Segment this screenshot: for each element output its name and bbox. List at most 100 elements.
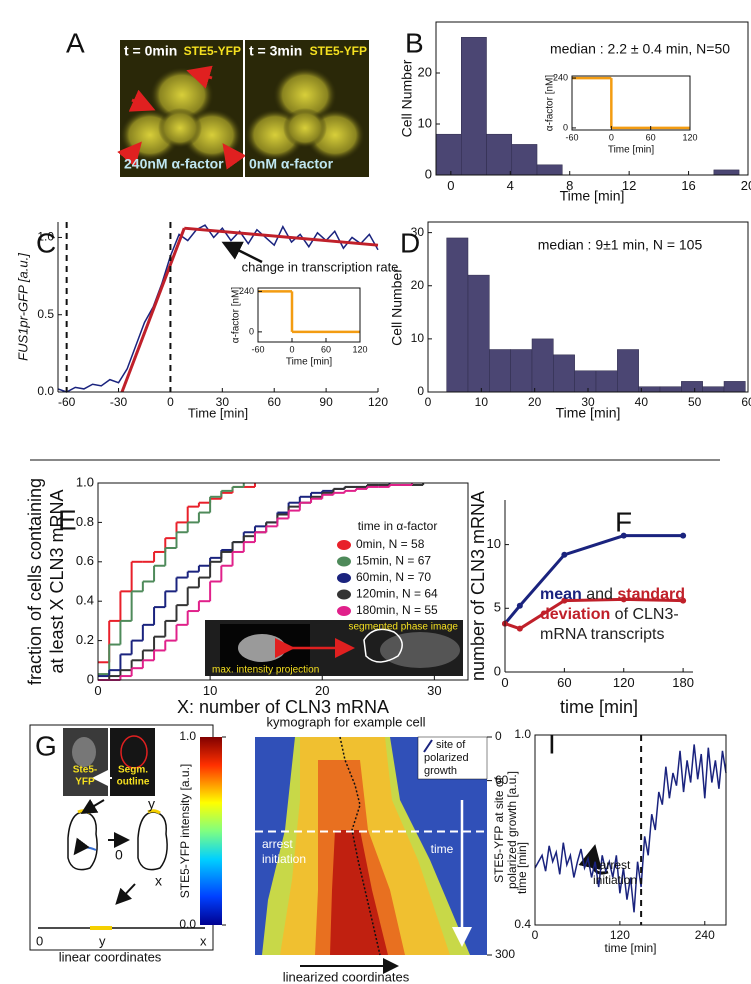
bar bbox=[574, 370, 597, 393]
chart: 0 60 120 180 0 5 10 time [min] number of CLN3 mR… bbox=[468, 491, 694, 717]
coordinate-label: x bbox=[155, 873, 162, 889]
kymograph bbox=[200, 736, 488, 974]
x-tick-label: 20 bbox=[741, 178, 751, 193]
y-tick-label: 10 bbox=[487, 536, 501, 551]
x-tick-label: 50 bbox=[688, 395, 702, 409]
panel-letter: A bbox=[66, 27, 85, 58]
chart: -60 -30 0 30 60 90 120 0.0 0.5 1.0 Time [min] FUS1p… bbox=[15, 222, 398, 420]
legend-text: polarized bbox=[424, 752, 469, 764]
x-tick-label: 180 bbox=[672, 675, 694, 690]
legend-swatch bbox=[337, 589, 351, 600]
chart: 0 10 20 30 0 0.2 0.4 0.6 0.8 1.0 X: number of CLN3… bbox=[25, 474, 469, 717]
annotation: initiation bbox=[593, 873, 637, 887]
bar bbox=[531, 338, 554, 393]
arrest-label: initiation bbox=[262, 852, 306, 866]
plot-frame bbox=[257, 287, 361, 343]
x-tick-label: -60 bbox=[58, 395, 76, 409]
x-tick-label: 12 bbox=[622, 178, 636, 193]
x-tick-label: 10 bbox=[475, 395, 489, 409]
x-axis-label: Time [min] bbox=[560, 188, 625, 204]
inset-background bbox=[227, 279, 367, 367]
point bbox=[516, 602, 523, 609]
micrograph-right bbox=[245, 40, 369, 177]
bar bbox=[713, 169, 740, 176]
x-axis-label: time [min] bbox=[604, 941, 656, 955]
annotation: median : 9±1 min, N = 105 bbox=[538, 237, 703, 253]
x-axis-label: X: number of CLN3 mRNA bbox=[177, 697, 389, 717]
kymograph-title: kymograph for example cell bbox=[267, 714, 426, 729]
x-tick-label: -60 bbox=[251, 344, 264, 354]
x-tick-label: 0 bbox=[447, 178, 454, 193]
y-axis-label: at least X CLN3 mRNA bbox=[47, 489, 67, 673]
axis-label: linearized coordinates bbox=[283, 969, 410, 984]
bar bbox=[511, 144, 538, 176]
annotation: change in transcription rate bbox=[242, 259, 399, 274]
image-label: t = 0min bbox=[124, 43, 177, 59]
x-tick-label: 20 bbox=[528, 395, 542, 409]
y-axis-label: α-factor [nM] bbox=[545, 75, 556, 132]
y-tick-label: 0.4 bbox=[514, 917, 531, 931]
chart: 0 4 8 12 16 20 0 10 20 Time [min] Cell Number media… bbox=[399, 21, 751, 204]
legend-swatch bbox=[337, 606, 351, 616]
image-label: YFP bbox=[75, 777, 95, 788]
bar bbox=[467, 274, 490, 393]
x-axis-label: Time [min] bbox=[188, 405, 248, 420]
bar bbox=[617, 349, 639, 393]
x-tick-label: 0 bbox=[167, 395, 174, 409]
legend-text-part: standard bbox=[617, 586, 685, 603]
x-axis-label: Time [min] bbox=[556, 405, 621, 421]
caption: linear coordinates bbox=[59, 949, 162, 964]
arrest-label: arrest bbox=[262, 837, 293, 851]
x-axis-label: Time [min] bbox=[286, 357, 333, 368]
y-tick-label: 240 bbox=[239, 286, 254, 296]
image-label: 0nM α-factor bbox=[249, 156, 334, 172]
point bbox=[620, 596, 627, 603]
x-tick-label: 30 bbox=[581, 395, 595, 409]
coordinate-label: 0 bbox=[36, 933, 43, 948]
y-axis-label: FUS1pr-GFP [a.u.] bbox=[15, 253, 30, 361]
legend-text-part: and bbox=[582, 586, 618, 603]
x-tick-label: 30 bbox=[216, 395, 230, 409]
x-tick-label: 120 bbox=[613, 675, 635, 690]
legend-text: mean and standard bbox=[540, 586, 685, 603]
diagram-g bbox=[29, 724, 214, 951]
y-tick-label: 0.6 bbox=[76, 553, 94, 568]
y-tick-label: 10 bbox=[411, 331, 425, 345]
y-tick-label: 0.8 bbox=[76, 514, 94, 529]
time-label: time bbox=[431, 842, 454, 856]
image-label: t = 3min bbox=[249, 43, 302, 59]
point bbox=[680, 597, 687, 604]
bar bbox=[723, 381, 746, 393]
y-tick-label: 10 bbox=[418, 115, 432, 130]
image-label: outline bbox=[117, 777, 150, 788]
bar bbox=[681, 381, 703, 393]
panel-letter: B bbox=[405, 27, 424, 58]
x-tick-label: 40 bbox=[635, 395, 649, 409]
bar bbox=[702, 386, 725, 393]
y-tick-label: 5 bbox=[494, 600, 501, 615]
colorbar-label: STE5-YFP intensity [a.u.] bbox=[178, 764, 192, 899]
series-line bbox=[534, 744, 727, 913]
y-tick-label: 0 bbox=[87, 671, 94, 686]
y-tick-label: 0.0 bbox=[37, 384, 54, 398]
colorbar-tick-label: 0.0 bbox=[179, 917, 196, 931]
legend-label: 60min, N = 70 bbox=[356, 570, 431, 584]
bar bbox=[435, 133, 462, 176]
axis-label: time [min] bbox=[515, 842, 529, 894]
y-axis-label: polarized growth [a.u.] bbox=[505, 771, 519, 889]
legend-text: deviation of CLN3- bbox=[540, 606, 679, 623]
bar bbox=[595, 370, 618, 393]
panel-letter: E bbox=[58, 504, 77, 535]
panel-letter: G bbox=[35, 730, 57, 761]
x-tick-label: 240 bbox=[695, 928, 715, 942]
time-tick-label: 60 bbox=[495, 773, 509, 787]
bar bbox=[446, 237, 469, 393]
panel-letter: C bbox=[36, 227, 56, 258]
y-axis-label: number of CLN3 mRNA bbox=[468, 491, 488, 681]
y-tick-label: 0 bbox=[417, 384, 424, 398]
time-tick-label: 300 bbox=[495, 947, 515, 961]
chart: 0 120 240 0.4 1.0 time [min] STE5-YFP at site … bbox=[492, 727, 727, 955]
legend-box bbox=[329, 514, 466, 618]
